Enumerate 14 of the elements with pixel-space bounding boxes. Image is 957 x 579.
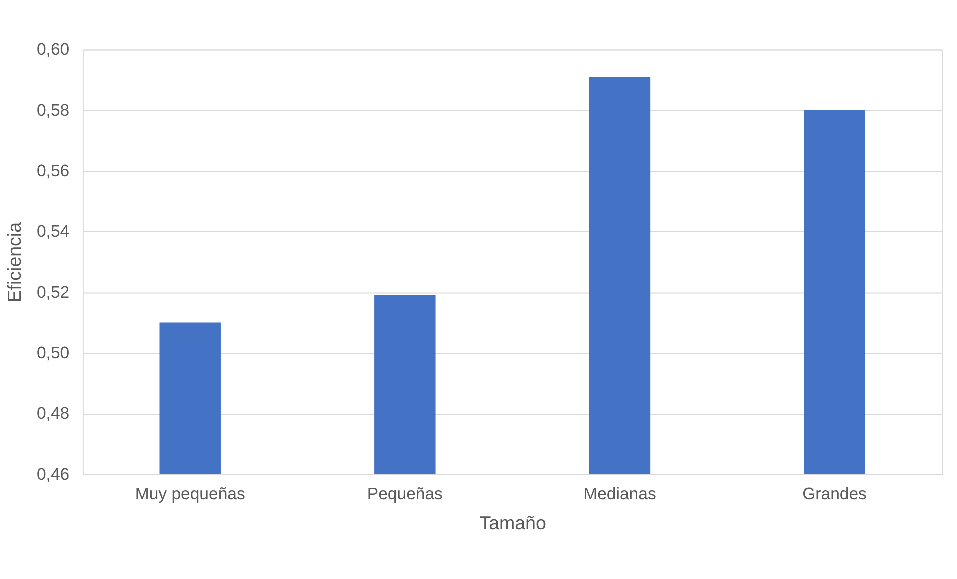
y-tick-label: 0,60 xyxy=(36,40,70,60)
x-tick-label: Pequeñas xyxy=(367,484,443,504)
y-tick-label: 0,48 xyxy=(36,404,70,424)
y-axis-title: Eficiencia xyxy=(4,222,26,303)
x-tick-label: Medianas xyxy=(584,484,656,504)
x-tick-label: Grandes xyxy=(802,484,867,504)
y-tick-label: 0,52 xyxy=(36,282,70,302)
y-tick-label: 0,54 xyxy=(36,222,70,242)
x-tick-label: Muy pequeñas xyxy=(135,484,246,504)
x-axis-title: Tamaño xyxy=(480,512,546,534)
y-tick-label: 0,58 xyxy=(36,100,70,120)
y-tick-label: 0,56 xyxy=(36,162,70,181)
y-tick-label: 0,46 xyxy=(36,464,70,484)
y-tick-label: 0,50 xyxy=(36,344,70,363)
